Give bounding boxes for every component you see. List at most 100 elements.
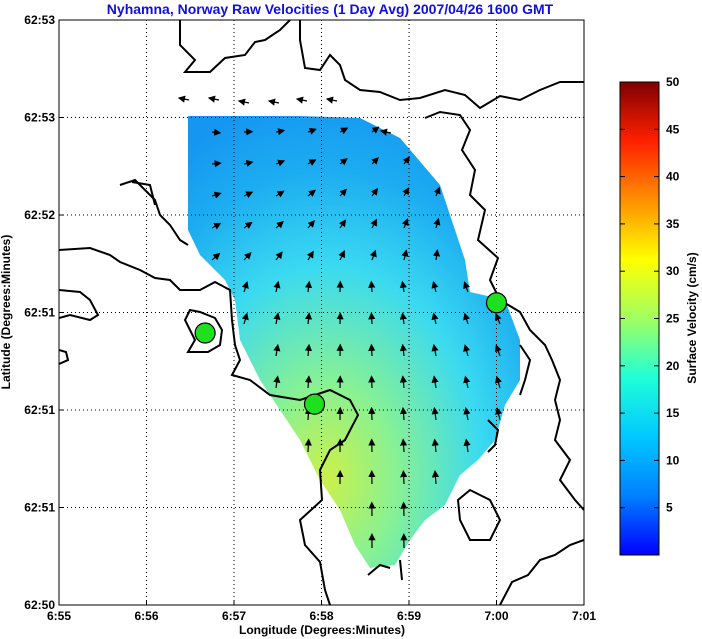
velocity-arrow: [400, 469, 408, 485]
coastline-segment: [131, 181, 156, 206]
y-axis-label: Latitude (Degrees:Minutes): [0, 235, 13, 390]
coastline-segment: [183, 308, 224, 353]
colorbar-tick-label: 15: [666, 406, 680, 420]
velocity-arrow: [275, 251, 283, 261]
colorbar-tick-label: 45: [666, 122, 680, 136]
velocity-arrow: [431, 375, 439, 389]
velocity-arrow: [307, 127, 317, 135]
velocity-arrow: [401, 218, 409, 229]
coastline-segment: [299, 20, 584, 110]
velocity-arrow: [433, 217, 441, 229]
coastline-segment: [519, 344, 532, 396]
velocity-arrow: [306, 250, 314, 261]
y-tick-label: 62:53: [24, 111, 55, 125]
x-tick-label: 6:57: [222, 609, 246, 623]
chart-title: Nyhamna, Norway Raw Velocities (1 Day Av…: [107, 1, 554, 17]
velocity-arrow: [371, 126, 380, 134]
x-tick-label: 6:55: [47, 609, 71, 623]
velocity-arrows: [177, 95, 503, 549]
velocity-arrow: [463, 344, 471, 357]
velocity-arrow: [431, 280, 439, 293]
coastline-segment: [367, 563, 391, 576]
velocity-arrow: [494, 312, 502, 325]
colorbar-tick-label: 25: [666, 312, 680, 326]
velocity-arrow: [307, 159, 317, 166]
velocity-arrow: [207, 95, 220, 103]
velocity-arrow: [339, 158, 348, 166]
velocity-arrow: [243, 191, 254, 199]
radar-sites: [194, 292, 508, 415]
velocity-arrow: [273, 280, 281, 293]
velocity-arrow: [431, 469, 440, 485]
colorbar: [619, 81, 660, 556]
y-tick-label: 62:50: [24, 598, 55, 612]
x-tick-label: 6:56: [134, 609, 158, 623]
coastline-segment: [456, 488, 502, 541]
velocity-arrow: [325, 96, 338, 104]
velocity-arrow: [304, 280, 313, 293]
radar-site-marker: [303, 393, 326, 415]
velocity-arrow: [402, 187, 410, 197]
coastline-segment: [59, 246, 360, 605]
x-axis-label: Longitude (Degrees:Minutes): [239, 623, 405, 637]
velocity-arrow: [273, 312, 281, 325]
velocity-arrow: [339, 219, 347, 229]
velocity-arrow: [494, 344, 502, 357]
velocity-arrow: [241, 281, 249, 293]
velocity-arrow: [432, 249, 441, 261]
velocity-arrow: [307, 220, 316, 229]
colorbar-tick-label: 35: [666, 217, 680, 231]
coastline: [59, 20, 584, 605]
velocity-arrow: [243, 221, 253, 229]
coastline-segment: [499, 539, 584, 605]
coastline-segment: [399, 559, 403, 581]
velocity-arrow: [295, 96, 308, 104]
velocity-arrow: [338, 250, 345, 261]
velocity-arrow: [433, 186, 441, 197]
y-tick-label: 62:51: [24, 501, 55, 515]
y-tick-label: 62:53: [24, 13, 55, 27]
colorbar-tick-label: 20: [666, 359, 680, 373]
velocity-arrow: [370, 187, 379, 197]
velocity-arrow: [431, 312, 439, 325]
velocity-arrow: [431, 406, 439, 421]
y-tick-labels: 62:50 62:51 62:51 62:51 62:52 62:53 62:53: [24, 13, 64, 612]
coastline-segment: [487, 419, 500, 453]
radar-site-marker: [194, 322, 216, 344]
x-tick-label: 7:00: [484, 609, 508, 623]
velocity-arrow: [431, 343, 439, 357]
x-tick-label: 6:59: [397, 609, 421, 623]
colorbar-tick-label: 30: [666, 264, 680, 278]
coastline-segment: [59, 349, 70, 365]
velocity-arrow: [369, 249, 377, 261]
velocity-arrow: [211, 191, 222, 199]
velocity-arrow: [275, 190, 285, 198]
velocity-arrow: [401, 249, 409, 261]
velocity-arrow: [402, 156, 410, 165]
velocity-arrow: [463, 312, 471, 325]
velocity-arrow: [241, 312, 249, 325]
velocity-arrow: [399, 312, 407, 325]
velocity-arrow: [399, 343, 407, 357]
velocity-arrow: [368, 343, 376, 357]
velocity-arrow: [304, 343, 313, 357]
radar-site-marker: [485, 292, 508, 314]
velocity-arrow: [211, 222, 222, 230]
colorbar-tick-label: 5: [666, 501, 673, 515]
velocity-arrow: [275, 220, 284, 229]
x-tick-label: 6:58: [309, 609, 333, 623]
velocity-field-heatmap: [188, 116, 520, 568]
velocity-arrow: [273, 375, 281, 389]
velocity-arrow: [463, 281, 470, 293]
velocity-arrow: [275, 159, 286, 167]
velocity-arrow: [237, 98, 250, 106]
velocity-arrow: [211, 252, 221, 261]
velocity-arrow: [243, 251, 252, 261]
velocity-arrow: [463, 438, 471, 453]
x-tick-labels: 6:55 6:56 6:57 6:58 6:59 7:00 7:01: [47, 600, 596, 623]
velocity-arrow: [304, 312, 313, 325]
velocity-arrow: [211, 160, 222, 168]
velocity-arrow: [399, 438, 408, 453]
coastline-segment: [424, 110, 584, 511]
